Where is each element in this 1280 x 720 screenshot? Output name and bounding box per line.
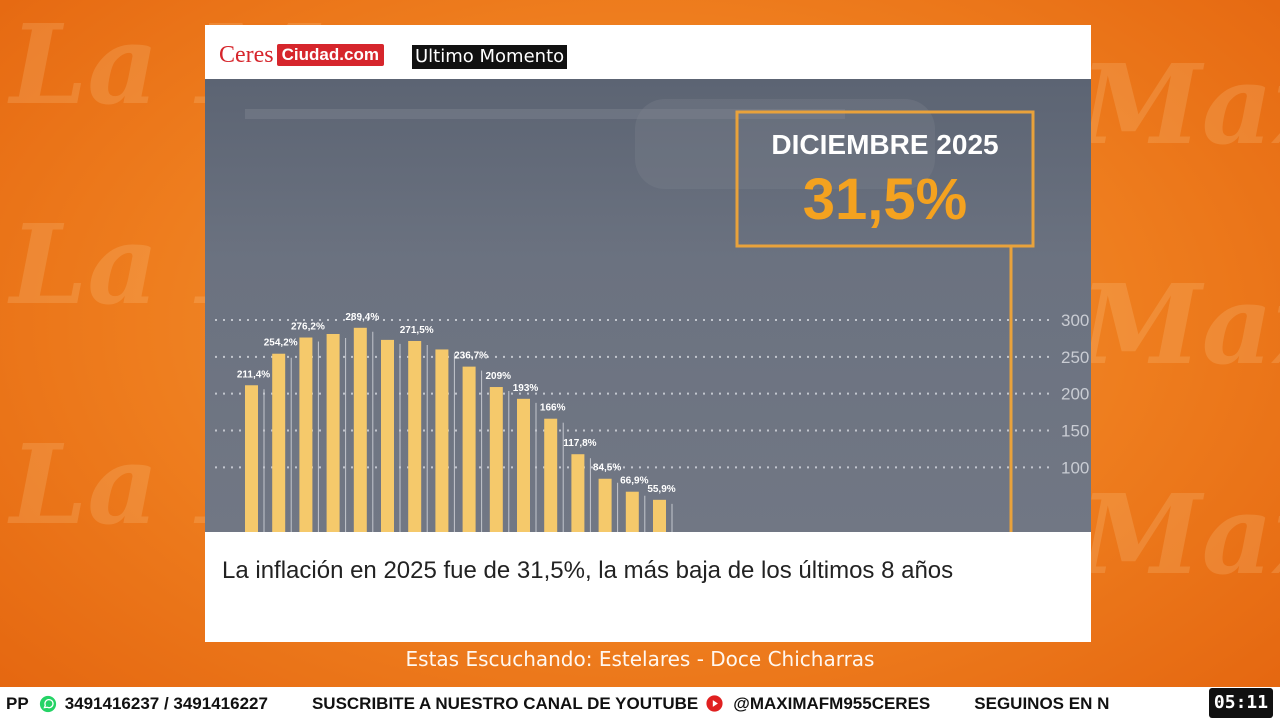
- watermark-logo: Max: [1080, 40, 1280, 169]
- chart-bar: [272, 353, 286, 532]
- chart-svg: 211,4% 254,2% 276,2% 289,4% 271,5% 236,7% 209%…: [215, 99, 1089, 532]
- bar-value-label: 117,8%: [563, 438, 596, 449]
- y-tick-label: 250: [1061, 348, 1089, 367]
- bar-value-label: 276,2%: [291, 322, 325, 333]
- headline[interactable]: La inflación en 2025 fue de 31,5%, la má…: [222, 557, 954, 584]
- y-tick-label: 100: [1061, 458, 1089, 477]
- bar-value-label: 84,5%: [593, 463, 621, 474]
- now-playing-text: Estas Escuchando: Estelares - Doce Chich…: [405, 647, 875, 671]
- highlight-value: 31,5%: [803, 167, 967, 232]
- chart-bar: [489, 387, 503, 532]
- watermark-logo: Max: [1080, 260, 1280, 389]
- news-ticker: PP 3491416237 / 3491416227 SUSCRIBITE A …: [0, 687, 1280, 720]
- bar-value-label: 289,4%: [345, 312, 379, 323]
- ultimo-momento-badge: Ultimo Momento: [412, 45, 568, 69]
- chart-bar: [353, 327, 367, 532]
- chart-bar: [326, 333, 340, 532]
- chart-bar: [598, 478, 612, 532]
- chart-bar: [625, 491, 639, 532]
- chart-bar: [245, 385, 258, 532]
- chart-bar: [408, 340, 422, 532]
- bar-value-label: 66,9%: [620, 476, 648, 487]
- y-tick-label: 150: [1061, 421, 1089, 440]
- y-tick-label: 200: [1061, 385, 1089, 404]
- ticker-phones: 3491416237 / 3491416227: [64, 693, 268, 713]
- chart-bar: [435, 349, 449, 532]
- bar-value-label: 166%: [540, 403, 566, 414]
- ticker-follow: SEGUINOS EN N: [974, 693, 1110, 713]
- card-header: Ceres Ciudad.com Ultimo Momento: [205, 25, 1091, 79]
- bar-value-label: 211,4%: [237, 369, 270, 380]
- whatsapp-icon: [39, 695, 56, 712]
- highlight-box: [735, 110, 1035, 248]
- news-card: Ceres Ciudad.com Ultimo Momento 211,4% 25…: [205, 25, 1091, 642]
- inflation-chart: 211,4% 254,2% 276,2% 289,4% 271,5% 236,7% 209%…: [205, 79, 1091, 532]
- ceresciudad-logo: Ceres Ciudad.com: [219, 43, 384, 67]
- bar-value-label: 271,5%: [400, 325, 434, 336]
- chart-bar: [517, 398, 530, 532]
- chart-bar: [462, 366, 476, 532]
- clock: 05:11: [1209, 688, 1273, 718]
- chart-bar: [299, 337, 313, 532]
- logo-ciudad-text: Ciudad.com: [276, 44, 384, 66]
- logo-ceres-text: Ceres: [219, 42, 274, 68]
- chart-bar: [653, 499, 666, 532]
- y-tick-label: 300: [1061, 311, 1089, 330]
- ticker-track: PP 3491416237 / 3491416227 SUSCRIBITE A …: [0, 687, 1109, 720]
- ticker-subscribe: SUSCRIBITE A NUESTRO CANAL DE YOUTUBE: [311, 693, 699, 713]
- youtube-icon: [706, 695, 723, 712]
- chart-bar: [544, 418, 558, 532]
- watermark-logo: Max: [1080, 470, 1280, 599]
- ticker-handle: @MAXIMAFM955CERES: [733, 693, 931, 713]
- bar-value-label: 254,2%: [264, 338, 298, 349]
- chart-bar: [571, 454, 585, 532]
- bar-value-label: 236,7%: [454, 351, 488, 362]
- bar-value-label: 209%: [486, 371, 512, 382]
- chart-bar: [381, 339, 394, 532]
- highlight-label: DICIEMBRE 2025: [771, 129, 998, 160]
- bar-value-label: 193%: [513, 383, 539, 394]
- ticker-prefix: PP: [6, 693, 29, 713]
- bar-value-label: 55,9%: [647, 484, 675, 495]
